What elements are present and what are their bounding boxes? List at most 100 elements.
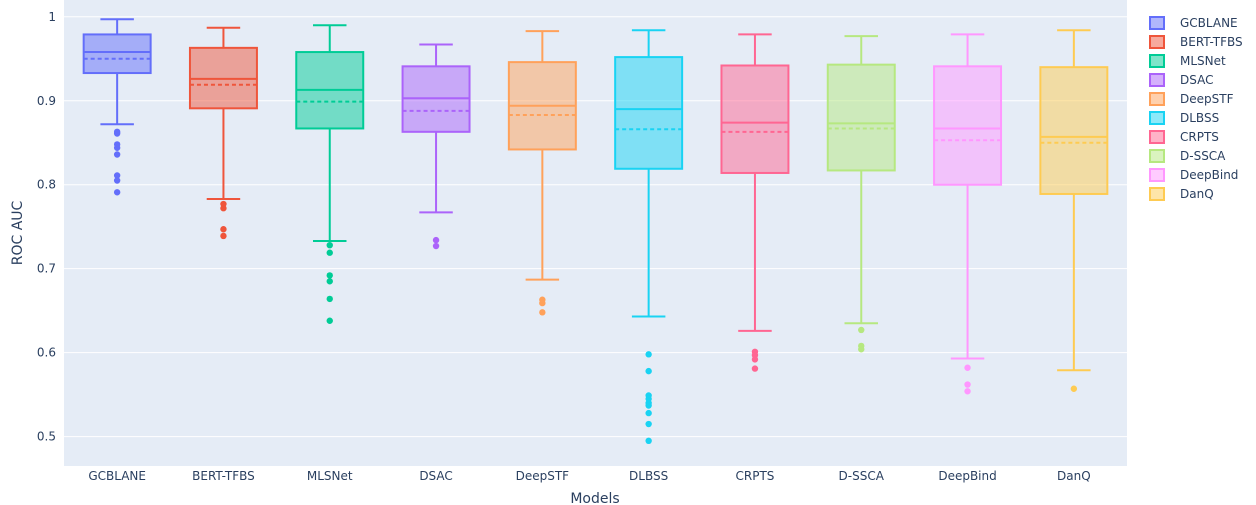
y-tick-label: 0.5 <box>37 430 56 444</box>
outlier-point <box>326 295 333 303</box>
outlier-point <box>645 367 652 375</box>
legend-label: DanQ <box>1180 187 1214 201</box>
box-series <box>82 18 1109 445</box>
legend-label: D-SSCA <box>1180 149 1226 163</box>
legend-swatch <box>1149 73 1165 87</box>
legend-label: GCBLANE <box>1180 16 1238 30</box>
y-tick-label: 0.9 <box>37 94 56 108</box>
box-deepbind <box>933 33 1003 395</box>
outlier-point <box>645 409 652 417</box>
outlier-point <box>326 272 333 279</box>
outlier-point <box>432 242 440 250</box>
x-tick-label: CRPTS <box>735 469 774 483</box>
legend-swatch <box>1149 111 1165 125</box>
outlier-point <box>113 172 121 179</box>
outlier-point <box>751 365 759 372</box>
legend-item-mlsnet: MLSNet <box>1149 54 1226 68</box>
legend-swatch <box>1149 130 1165 144</box>
iqr-box <box>720 64 790 174</box>
legend-label: MLSNet <box>1180 54 1226 68</box>
outlier-point <box>326 249 333 256</box>
outlier-point <box>113 151 121 158</box>
y-grid <box>64 16 1127 438</box>
legend-label: BERT-TFBS <box>1180 35 1243 49</box>
legend-item-deepstf: DeepSTF <box>1149 92 1234 106</box>
outlier-point <box>964 388 971 395</box>
y-tick-labels: 0.5 0.6 0.7 0.8 0.9 1 <box>37 10 56 444</box>
outlier-point <box>326 241 333 249</box>
y-tick-label: 1 <box>48 10 56 24</box>
iqr-box <box>82 33 152 75</box>
x-tick-labels: GCBLANE BERT-TFBS MLSNet DSAC DeepSTF DLBSS CR… <box>88 469 1090 483</box>
x-tick-label: DeepSTF <box>516 469 570 483</box>
x-tick-label: DSAC <box>419 469 452 483</box>
legend-swatch <box>1149 54 1165 68</box>
legend-item-deepbind: DeepBind <box>1149 168 1238 182</box>
outlier-point <box>964 364 971 371</box>
legend-item-bert-tfbs: BERT-TFBS <box>1149 35 1243 49</box>
legend-item-d-ssca: D-SSCA <box>1149 149 1226 163</box>
legend-item-danq: DanQ <box>1149 187 1214 201</box>
iqr-box <box>826 63 896 172</box>
box-dlbss <box>614 29 684 445</box>
legend-label: DSAC <box>1180 73 1213 87</box>
iqr-box <box>1039 66 1109 195</box>
y-axis-title: ROC AUC <box>10 200 26 265</box>
x-tick-label: DLBSS <box>629 469 668 483</box>
outlier-point <box>432 236 440 244</box>
legend-item-dlbss: DLBSS <box>1149 111 1219 125</box>
box-dsac <box>401 43 471 250</box>
outlier-point <box>645 437 652 445</box>
legend-swatch <box>1149 168 1165 182</box>
legend-label: DLBSS <box>1180 111 1219 125</box>
outlier-point <box>751 356 759 363</box>
y-tick-label: 0.8 <box>37 178 56 192</box>
x-tick-label: D-SSCA <box>839 469 885 483</box>
legend-swatch <box>1149 187 1165 201</box>
x-tick-label: DeepBind <box>938 469 996 483</box>
box-deepstf <box>507 30 577 316</box>
outlier-point <box>113 189 121 196</box>
outlier-point <box>645 420 652 428</box>
box-bert-tfbs <box>188 26 258 240</box>
box-gcblane <box>82 18 152 196</box>
box-d-ssca <box>826 35 896 353</box>
legend-item-crpts: CRPTS <box>1149 130 1219 144</box>
outlier-point <box>113 177 121 184</box>
outlier-point <box>539 299 546 307</box>
iqr-box <box>614 56 684 170</box>
outlier-point <box>964 381 971 388</box>
outlier-point <box>645 351 652 358</box>
outlier-point <box>858 326 865 334</box>
x-tick-label: BERT-TFBS <box>192 469 255 483</box>
outlier-point <box>645 402 652 409</box>
outlier-point <box>113 130 121 137</box>
outlier-point <box>220 226 227 233</box>
box-crpts <box>720 33 790 372</box>
box-mlsnet <box>295 24 365 324</box>
outlier-point <box>539 309 546 316</box>
legend-label: DeepBind <box>1180 168 1238 182</box>
legend: GCBLANE BERT-TFBS MLSNet DSAC DeepSTF DLBSS CR… <box>1149 16 1243 201</box>
legend-label: DeepSTF <box>1180 92 1234 106</box>
legend-swatch <box>1149 16 1165 30</box>
x-tick-label: MLSNet <box>307 469 353 483</box>
y-tick-label: 0.7 <box>37 262 56 276</box>
x-tick-label: DanQ <box>1057 469 1091 483</box>
legend-swatch <box>1149 149 1165 163</box>
y-tick-label: 0.6 <box>37 346 56 360</box>
outlier-point <box>1070 385 1078 392</box>
legend-swatch <box>1149 35 1165 49</box>
legend-label: CRPTS <box>1180 130 1219 144</box>
outlier-point <box>220 205 227 212</box>
x-axis-title: Models <box>570 491 619 505</box>
x-tick-label: GCBLANE <box>88 469 146 483</box>
legend-item-gcblane: GCBLANE <box>1149 16 1238 30</box>
iqr-box <box>933 65 1003 186</box>
outlier-point <box>220 232 227 240</box>
outlier-point <box>326 317 333 324</box>
box-danq <box>1039 29 1109 392</box>
legend-item-dsac: DSAC <box>1149 73 1213 87</box>
legend-swatch <box>1149 92 1165 106</box>
